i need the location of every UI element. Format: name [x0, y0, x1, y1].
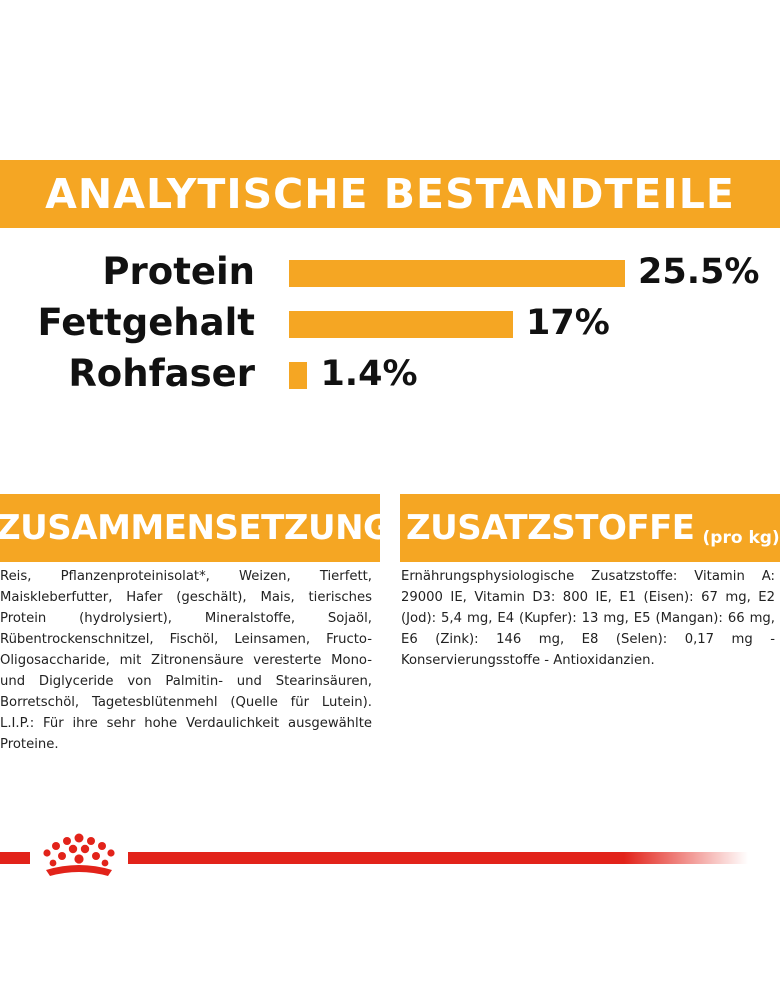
analysis-banner: ANALYTISCHE BESTANDTEILE — [0, 160, 780, 228]
additives-subtitle: (pro kg) — [702, 528, 780, 548]
nutrient-label: Protein — [102, 250, 255, 293]
nutrient-bar — [289, 362, 308, 389]
composition-title: ZUSAMMENSETZUNG — [0, 508, 380, 548]
nutrient-bar — [289, 260, 625, 287]
nutrient-value: 17% — [526, 303, 610, 343]
composition-text: Reis, Pflanzenproteinisolat*, Weizen, Ti… — [0, 569, 372, 752]
nutrient-row-protein: Protein 25.5% — [0, 247, 780, 297]
footer-line-left — [0, 852, 30, 864]
additives-header: ZUSATZSTOFFE (pro kg) — [400, 494, 780, 562]
royal-canin-crown-icon — [43, 833, 115, 876]
nutrient-value: 25.5% — [638, 252, 760, 292]
composition-header: ZUSAMMENSETZUNG — [0, 494, 380, 562]
nutrient-bar — [289, 311, 513, 338]
nutrient-row-fettgehalt: Fettgehalt 17% — [0, 298, 780, 348]
additives-title: ZUSATZSTOFFE — [406, 508, 695, 548]
nutrient-row-rohfaser: Rohfaser 1.4% — [0, 349, 780, 399]
nutrient-label: Fettgehalt — [37, 301, 255, 344]
nutrient-value: 1.4% — [320, 354, 418, 394]
footer-line-right — [128, 852, 748, 864]
additives-text: Ernährungsphysiologische Zusatzstoffe: V… — [401, 569, 775, 668]
analysis-title: ANALYTISCHE BESTANDTEILE — [45, 170, 735, 218]
nutrient-label: Rohfaser — [68, 352, 255, 395]
